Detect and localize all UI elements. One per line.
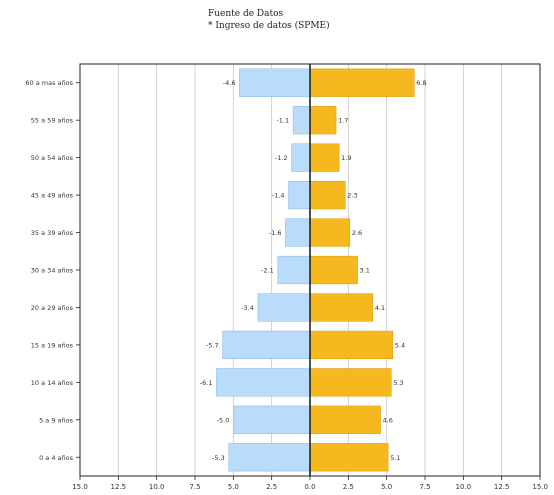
bar-left [233, 405, 311, 434]
bar-left [228, 443, 311, 472]
bar-right [309, 218, 351, 247]
bar-left [277, 255, 311, 285]
data-label-right: 1.9 [341, 154, 351, 162]
data-label-right: 4.6 [383, 416, 393, 424]
data-label-right: 2.6 [352, 229, 362, 237]
data-label-left: -5.3 [212, 454, 225, 462]
data-label-right: 4.1 [375, 304, 385, 312]
data-label-left: -3.4 [241, 304, 254, 312]
x-tick-label: 12.5 [111, 483, 127, 491]
data-label-right: 5.3 [393, 379, 403, 387]
x-tick-label: 15.0 [532, 483, 548, 491]
data-label-left: -1.4 [272, 192, 285, 200]
category-label: 50 a 54 años [31, 154, 74, 162]
bar-right [309, 330, 394, 360]
x-tick-label: 7.5 [419, 483, 430, 491]
bar-right [309, 293, 374, 322]
source-title: Fuente de Datos [208, 9, 284, 19]
x-tick-label: 10.0 [456, 483, 472, 491]
x-tick-label: 5.0 [381, 483, 392, 491]
bar-right [309, 405, 381, 434]
bar-left [285, 218, 311, 247]
data-label-left: -6.1 [200, 379, 213, 387]
category-label: 5 a 9 años [39, 416, 74, 424]
x-tick-label: 0.0 [304, 483, 315, 491]
data-label-left: -5.7 [206, 341, 219, 349]
bar-right [309, 143, 340, 172]
bar-left [239, 68, 311, 97]
x-tick-label: 2.5 [266, 483, 277, 491]
category-label: 10 a 14 años [31, 379, 74, 387]
data-label-left: -4.6 [223, 79, 236, 87]
bar-left [222, 330, 311, 360]
x-tick-label: 12.5 [494, 483, 510, 491]
data-label-left: -1.6 [269, 229, 282, 237]
data-label-right: 6.8 [416, 79, 426, 87]
category-label: 0 a 4 años [39, 454, 74, 462]
bar-right [309, 255, 358, 285]
category-label: 15 a 19 años [31, 341, 74, 349]
x-tick-label: 15.0 [72, 483, 88, 491]
bar-right [309, 180, 346, 210]
data-label-left: -2.1 [261, 267, 274, 275]
category-label: 30 a 34 años [31, 267, 74, 275]
data-label-right: 2.3 [347, 192, 357, 200]
category-label: 35 a 39 años [31, 229, 74, 237]
data-label-left: -5.0 [217, 416, 230, 424]
x-tick-label: 10.0 [149, 483, 165, 491]
x-tick-label: 5.0 [228, 483, 239, 491]
bar-right [309, 443, 389, 472]
bar-left [291, 143, 311, 172]
x-tick-label: 7.5 [189, 483, 200, 491]
data-label-right: 5.1 [390, 454, 400, 462]
x-tick-label: 2.5 [343, 483, 354, 491]
data-label-left: -1.2 [275, 154, 288, 162]
bar-right [309, 368, 392, 397]
data-label-right: 1.7 [338, 117, 348, 125]
bar-left [292, 106, 311, 135]
bar-left [216, 368, 311, 397]
data-label-right: 3.1 [360, 267, 370, 275]
bar-right [309, 106, 337, 135]
bar-left [257, 293, 311, 322]
category-label: 55 a 59 años [31, 117, 74, 125]
data-label-right: 5.4 [395, 341, 405, 349]
chart-header: Fuente de Datos * Ingreso de datos (SPME… [208, 8, 330, 32]
bar-left [288, 180, 311, 210]
bar-right [309, 68, 415, 97]
source-note: * Ingreso de datos (SPME) [208, 21, 330, 31]
category-label: 60 a mas años [25, 79, 73, 87]
category-label: 45 a 49 años [31, 192, 74, 200]
category-label: 20 a 29 años [31, 304, 74, 312]
data-label-left: -1.1 [276, 117, 289, 125]
